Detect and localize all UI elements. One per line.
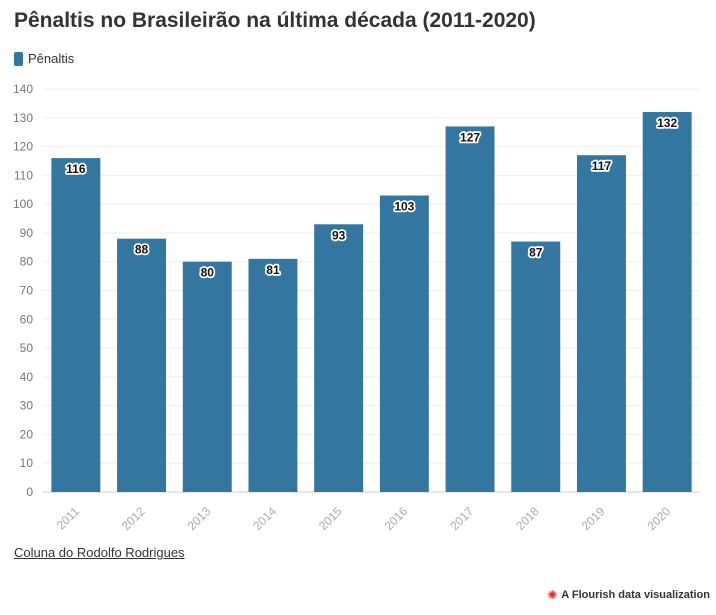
legend: Pênaltis (14, 51, 74, 66)
data-label: 117 (592, 159, 612, 173)
y-tick-label: 120 (13, 140, 33, 154)
data-label: 88 (135, 243, 149, 257)
data-label: 81 (266, 263, 280, 277)
bar (117, 238, 167, 492)
y-tick-label: 80 (20, 255, 34, 269)
legend-label: Pênaltis (28, 51, 75, 66)
y-tick-label: 0 (26, 485, 33, 499)
data-label: 87 (529, 246, 543, 260)
bar (51, 158, 101, 492)
y-tick-label: 70 (20, 284, 34, 298)
x-tick-label: 2017 (447, 504, 476, 533)
x-tick-label: 2015 (316, 504, 345, 533)
bar (379, 195, 429, 492)
bar (511, 241, 561, 492)
x-tick-label: 2013 (185, 504, 214, 533)
data-label-halo: 88 (135, 243, 149, 257)
bar (642, 112, 692, 493)
data-label-halo: 103 (394, 200, 414, 214)
data-label-halo: 80 (201, 266, 215, 280)
data-label-halo: 81 (266, 263, 280, 277)
x-tick-label: 2020 (644, 504, 673, 533)
data-label: 116 (66, 162, 86, 176)
data-label: 80 (201, 266, 215, 280)
x-tick-label: 2014 (250, 504, 279, 533)
data-label: 93 (332, 228, 346, 242)
data-label: 132 (657, 116, 677, 130)
y-tick-label: 50 (20, 341, 34, 355)
flourish-credit[interactable]: ✺ A Flourish data visualization (547, 589, 710, 601)
x-tick-label: 2019 (579, 504, 608, 533)
y-tick-label: 20 (20, 427, 34, 441)
flourish-logo-icon: ✺ (547, 588, 558, 602)
data-label-halo: 127 (460, 130, 480, 144)
x-tick-label: 2018 (513, 504, 542, 533)
source-link[interactable]: Coluna do Rodolfo Rodrigues (14, 545, 185, 560)
x-tick-label: 2016 (382, 504, 411, 533)
data-label-halo: 117 (592, 159, 612, 173)
bar (576, 155, 626, 492)
bar (248, 258, 298, 492)
y-tick-label: 100 (13, 197, 33, 211)
data-label: 103 (394, 200, 414, 214)
data-label-halo: 116 (66, 162, 86, 176)
y-tick-label: 110 (14, 168, 33, 182)
y-tick-label: 90 (20, 226, 34, 240)
y-tick-label: 130 (13, 111, 33, 125)
bar-chart: 0102030405060708090100110120130140116116… (13, 82, 700, 533)
bar (314, 224, 364, 493)
x-tick-label: 2012 (119, 504, 148, 533)
x-tick-label: 2011 (54, 504, 82, 532)
bar (445, 126, 495, 492)
y-tick-label: 10 (20, 456, 34, 470)
y-tick-label: 60 (20, 312, 34, 326)
y-tick-label: 140 (13, 82, 33, 96)
data-label-halo: 87 (529, 246, 543, 260)
page-title: Pênaltis no Brasileirão na última década… (14, 9, 536, 32)
bar (182, 261, 232, 492)
y-tick-label: 30 (20, 399, 34, 413)
data-label: 127 (460, 130, 480, 144)
data-label-halo: 132 (657, 116, 677, 130)
data-label-halo: 93 (332, 228, 346, 242)
legend-swatch (14, 51, 23, 66)
flourish-credit-label: A Flourish data visualization (561, 589, 710, 601)
y-tick-label: 40 (20, 370, 34, 384)
